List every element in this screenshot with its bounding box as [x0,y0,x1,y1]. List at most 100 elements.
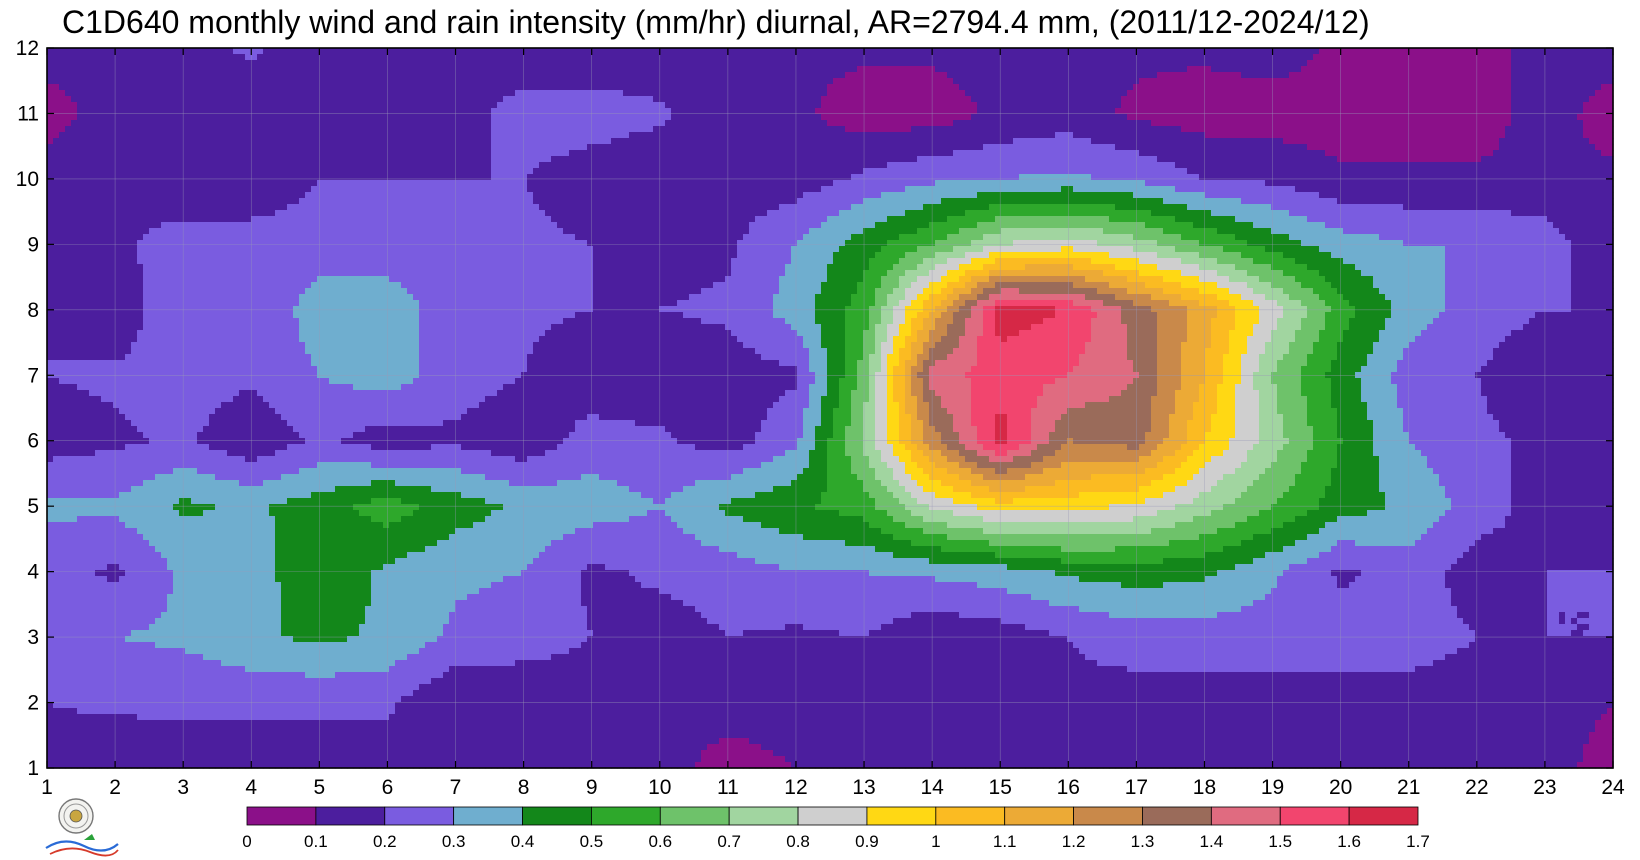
contour-cell [425,132,432,139]
contour-cell [389,150,396,157]
contour-cell [899,48,906,55]
contour-cell [1331,150,1338,157]
contour-cell [1103,120,1110,127]
contour-cell [113,60,120,67]
contour-cell [239,108,246,115]
contour-cell [119,150,126,157]
contour-cell [1193,156,1200,163]
contour-cell [1061,102,1068,109]
contour-cell [125,156,132,163]
contour-cell [569,54,576,61]
contour-cell [1181,84,1188,91]
contour-cell [707,60,714,67]
contour-cell [515,72,522,79]
contour-cell [1307,60,1314,67]
contour-cell [1157,48,1164,55]
contour-cell [401,60,408,67]
contour-cell [167,162,174,169]
contour-cell [605,72,612,79]
contour-cell [1151,126,1158,133]
contour-cell [1439,72,1446,79]
contour-cell [1457,120,1464,127]
contour-cell [1193,78,1200,85]
contour-cell [845,54,852,61]
contour-cell [515,66,522,73]
contour-cell [209,66,216,73]
contour-cell [1139,90,1146,97]
contour-cell [665,156,672,163]
contour-cell [1199,54,1206,61]
contour-cell [1055,54,1062,61]
contour-cell [719,150,726,157]
contour-cell [635,108,642,115]
contour-cell [1541,150,1548,157]
contour-cell [1091,144,1098,151]
contour-cell [245,126,252,133]
contour-cell [251,132,258,139]
contour-cell [887,78,894,85]
contour-cell [311,156,318,163]
contour-cell [155,60,162,67]
contour-cell [977,54,984,61]
contour-cell [485,102,492,109]
contour-cell [911,102,918,109]
contour-cell [1127,60,1134,67]
contour-cell [605,126,612,133]
contour-cell [581,84,588,91]
contour-cell [359,156,366,163]
contour-cell [875,60,882,67]
contour-cell [599,102,606,109]
contour-cell [1535,54,1542,61]
contour-cell [689,150,696,157]
contour-cell [1091,66,1098,73]
contour-cell [1019,126,1026,133]
contour-cell [977,138,984,145]
contour-cell [221,54,228,61]
contour-cell [587,120,594,127]
contour-cell [1445,138,1452,145]
contour-cell [335,48,342,55]
contour-cell [1529,90,1536,97]
contour-cell [1187,54,1194,61]
contour-cell [1517,66,1524,73]
contour-cell [1487,156,1494,163]
contour-cell [215,66,222,73]
contour-cell [1607,78,1614,85]
contour-cell [1547,138,1554,145]
contour-cell [1277,54,1284,61]
contour-cell [347,84,354,91]
contour-cell [365,138,372,145]
contour-cell [1259,84,1266,91]
contour-cell [809,108,816,115]
contour-cell [125,108,132,115]
contour-cell [1379,102,1386,109]
contour-cell [179,132,186,139]
contour-cell [209,96,216,103]
contour-cell [1535,132,1542,139]
contour-cell [287,72,294,79]
contour-cell [551,120,558,127]
contour-cell [491,60,498,67]
contour-cell [119,78,126,85]
contour-cell [413,102,420,109]
contour-cell [923,144,930,151]
contour-cell [1415,48,1422,55]
contour-cell [47,60,54,67]
contour-cell [419,90,426,97]
contour-cell [659,60,666,67]
contour-cell [1229,66,1236,73]
contour-cell [1121,132,1128,139]
contour-cell [755,72,762,79]
contour-cell [1427,120,1434,127]
contour-cell [359,90,366,97]
contour-cell [803,144,810,151]
contour-cell [1601,156,1608,163]
contour-cell [497,72,504,79]
contour-cell [413,90,420,97]
contour-cell [125,96,132,103]
contour-cell [809,60,816,67]
contour-cell [1541,108,1548,115]
contour-cell [761,66,768,73]
contour-cell [497,156,504,163]
contour-cell [1109,84,1116,91]
